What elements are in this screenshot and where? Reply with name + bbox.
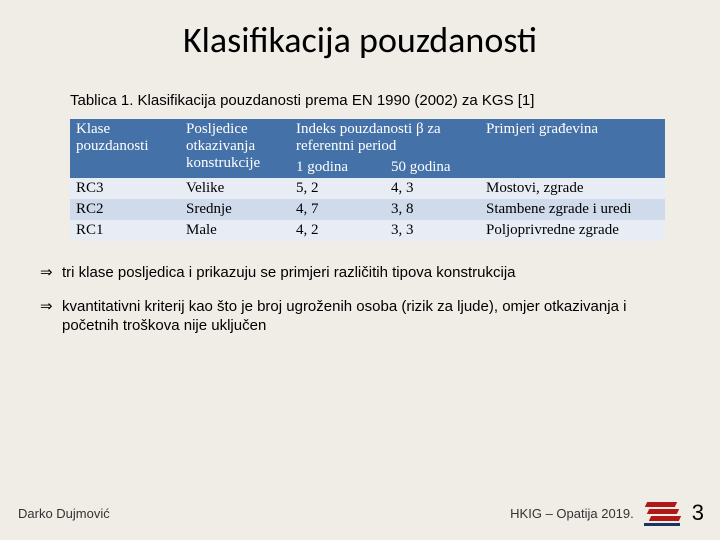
cell-posljedice: Male (180, 220, 290, 241)
arrow-icon: ⇒ (40, 297, 62, 336)
th-primjeri: Primjeri građevina (480, 119, 665, 178)
cell-posljedice: Srednje (180, 199, 290, 220)
cell-primjeri: Stambene zgrade i uredi (480, 199, 665, 220)
table-caption: Tablica 1. Klasifikacija pouzdanosti pre… (70, 92, 720, 109)
reliability-table: Klase pouzdanosti Posljedice otkazivanja… (70, 119, 665, 241)
cell-beta1: 4, 2 (290, 220, 385, 241)
cell-beta50: 3, 8 (385, 199, 480, 220)
cell-beta50: 3, 3 (385, 220, 480, 241)
bullet-item: ⇒ tri klase posljedica i prikazuju se pr… (40, 263, 680, 283)
hkig-logo-icon (644, 500, 682, 526)
table-row: RC1 Male 4, 2 3, 3 Poljoprivredne zgrade (70, 220, 665, 241)
th-indeks: Indeks pouzdanosti β za referentni perio… (290, 119, 480, 157)
cell-klase: RC1 (70, 220, 180, 241)
cell-primjeri: Poljoprivredne zgrade (480, 220, 665, 241)
bullet-text: tri klase posljedica i prikazuju se prim… (62, 263, 516, 283)
page-title: Klasifikacija pouzdanosti (0, 0, 720, 62)
footer-venue: HKIG – Opatija 2019. (510, 506, 634, 521)
th-posljedice: Posljedice otkazivanja konstrukcije (180, 119, 290, 178)
bullet-text: kvantitativni kriterij kao što je broj u… (62, 297, 680, 336)
th-klase: Klase pouzdanosti (70, 119, 180, 178)
table-row: RC2 Srednje 4, 7 3, 8 Stambene zgrade i … (70, 199, 665, 220)
footer-author: Darko Dujmović (18, 506, 110, 521)
th-1godina: 1 godina (290, 157, 385, 178)
cell-primjeri: Mostovi, zgrade (480, 178, 665, 199)
footer: Darko Dujmović HKIG – Opatija 2019. 3 (0, 500, 720, 526)
cell-klase: RC3 (70, 178, 180, 199)
page-number: 3 (692, 500, 704, 526)
table-row: RC3 Velike 5, 2 4, 3 Mostovi, zgrade (70, 178, 665, 199)
cell-posljedice: Velike (180, 178, 290, 199)
bullet-item: ⇒ kvantitativni kriterij kao što je broj… (40, 297, 680, 336)
arrow-icon: ⇒ (40, 263, 62, 283)
table-header-row-1: Klase pouzdanosti Posljedice otkazivanja… (70, 119, 665, 157)
cell-beta50: 4, 3 (385, 178, 480, 199)
cell-beta1: 5, 2 (290, 178, 385, 199)
cell-beta1: 4, 7 (290, 199, 385, 220)
bullet-list: ⇒ tri klase posljedica i prikazuju se pr… (40, 263, 680, 336)
cell-klase: RC2 (70, 199, 180, 220)
th-50godina: 50 godina (385, 157, 480, 178)
